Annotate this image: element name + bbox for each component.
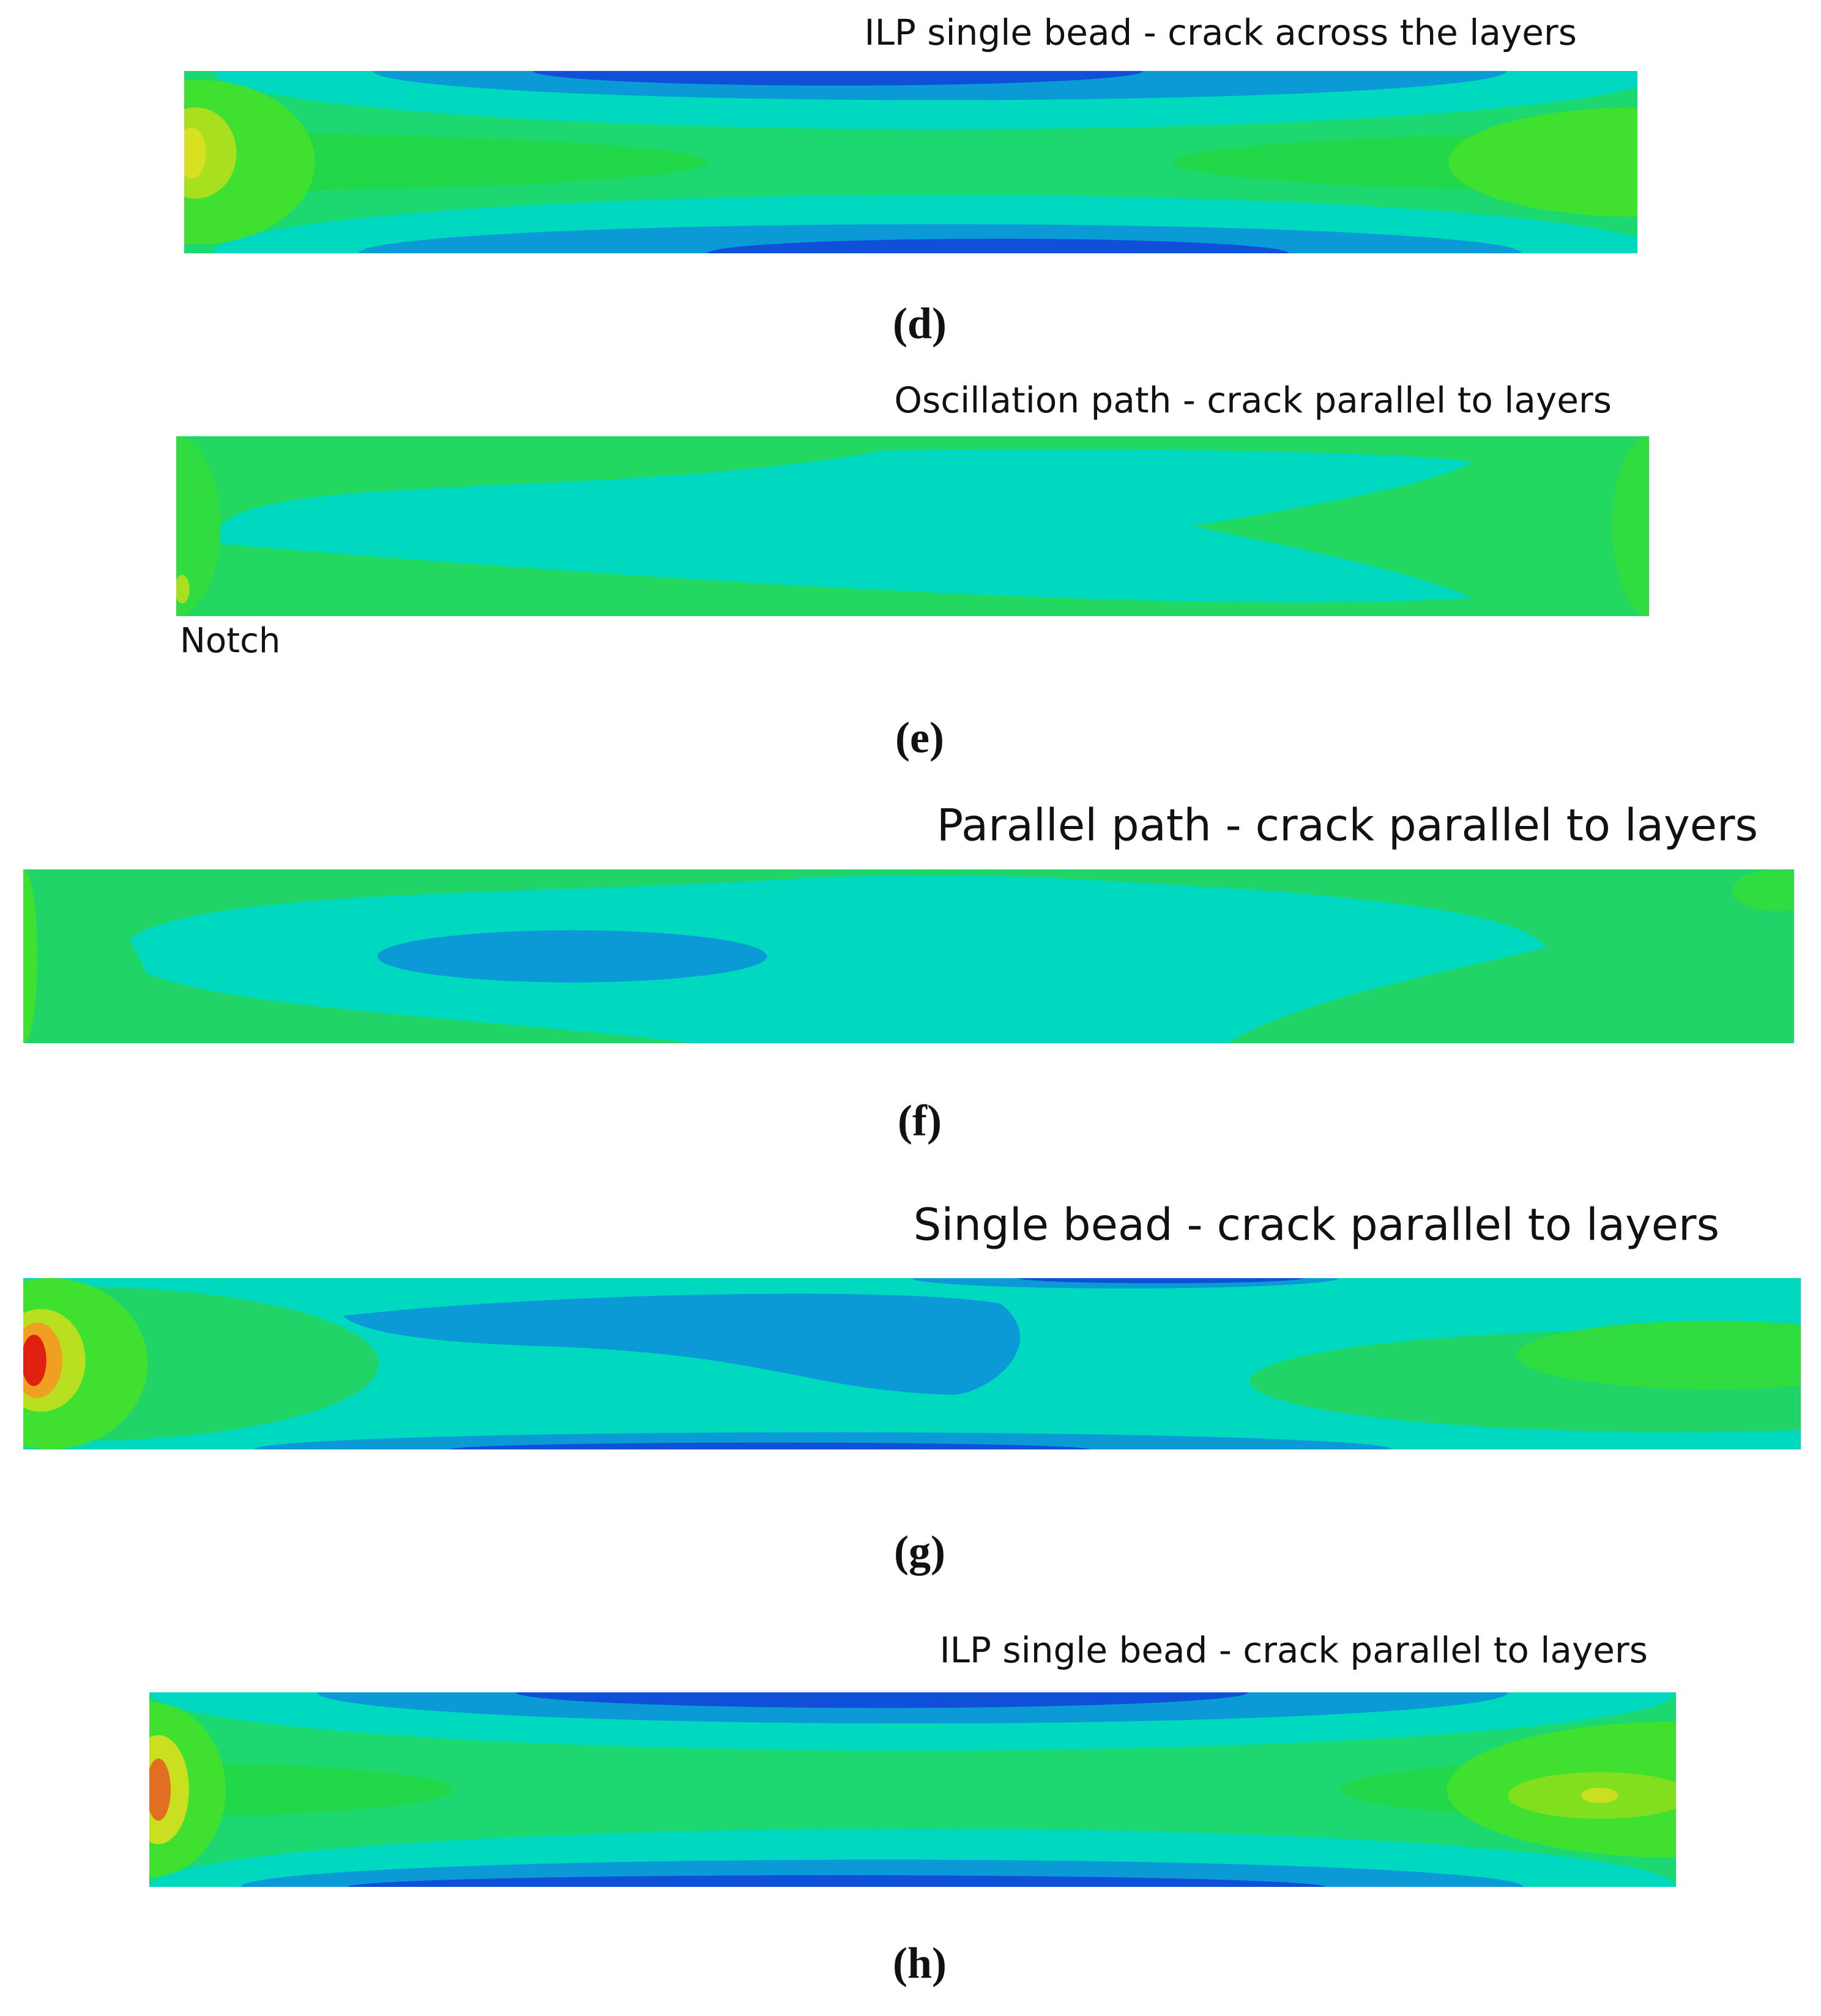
panel-caption: (f) xyxy=(898,1096,942,1145)
panel-title: Single bead - crack parallel to layers xyxy=(914,1199,1719,1251)
contour-plot xyxy=(149,1692,1676,1887)
contour-plot xyxy=(23,1278,1801,1449)
panel-title: Oscillation path - crack parallel to lay… xyxy=(894,379,1612,421)
panel-title: Parallel path - crack parallel to layers xyxy=(937,800,1758,851)
contour-plot xyxy=(184,71,1637,253)
contour-plot xyxy=(23,869,1794,1043)
panel-caption: (e) xyxy=(895,713,944,762)
panel-title: ILP single bead - crack parallel to laye… xyxy=(940,1629,1648,1671)
panel-caption: (d) xyxy=(893,299,947,348)
panel-caption: (g) xyxy=(894,1527,945,1576)
annotation: Notch xyxy=(180,621,280,661)
panel-title: ILP single bead - crack across the layer… xyxy=(864,12,1577,53)
contour-plot xyxy=(176,436,1649,616)
panel-caption: (h) xyxy=(893,1939,947,1988)
